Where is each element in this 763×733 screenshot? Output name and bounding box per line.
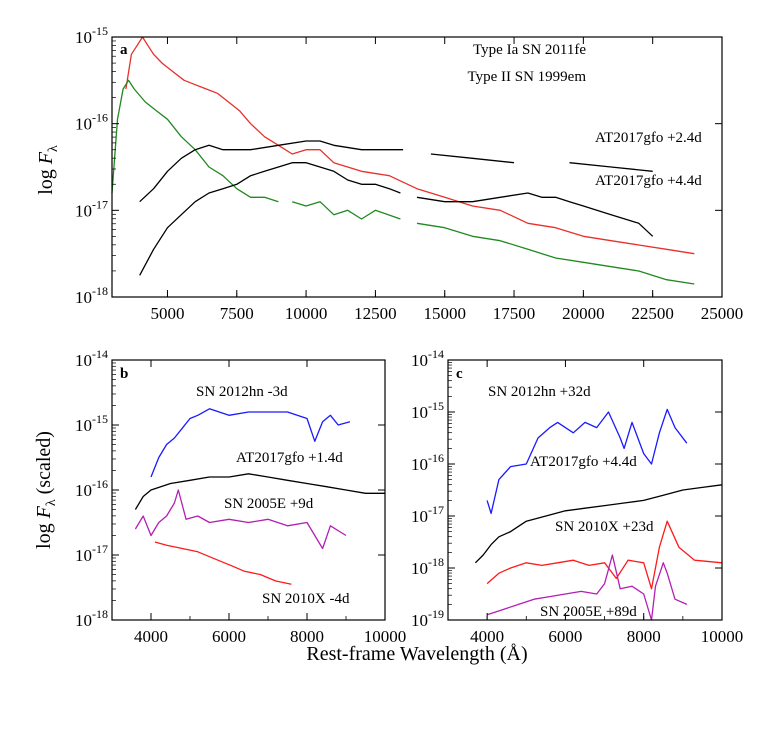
panel-a-series-2 bbox=[139, 140, 653, 203]
panel-c-ytick-label: 10-16 bbox=[411, 451, 444, 474]
panel-a-series-1 bbox=[111, 79, 695, 285]
panel-b-series bbox=[134, 408, 385, 585]
panel-a-xtick-label: 17500 bbox=[493, 304, 536, 323]
panel-b-ticks: 4000 6000 8000 10000 10-14 10-15 10-16 10-17 10-… bbox=[75, 347, 406, 646]
shared-xlabel: Rest-frame Wavelength (Å) bbox=[306, 643, 527, 665]
panel-b-ytick-label: 10-18 bbox=[75, 607, 108, 630]
panel-c-ytick-label: 10-17 bbox=[411, 503, 444, 526]
panel-b-series-1 bbox=[134, 473, 385, 510]
annot-at2017gfo-1-4d: AT2017gfo +1.4d bbox=[236, 450, 343, 466]
annot-sn2012hn-m3d: SN 2012hn -3d bbox=[196, 384, 288, 400]
panel-c-ytick-label: 10-19 bbox=[411, 607, 444, 630]
panel-a-ytick-label: 10-16 bbox=[75, 111, 108, 134]
panel-a-ytick-label: 10-17 bbox=[75, 197, 108, 220]
panel-c-ytick-label: 10-14 bbox=[411, 347, 444, 370]
panel-c-series bbox=[474, 408, 723, 621]
annot-sn2010x-23d: SN 2010X +23d bbox=[555, 519, 654, 535]
panel-c-series-1 bbox=[474, 484, 723, 564]
panel-c-ytick-label: 10-15 bbox=[411, 399, 444, 422]
panel-a-xtick-label: 10000 bbox=[285, 304, 328, 323]
panel-b-ytick-label: 10-17 bbox=[75, 542, 108, 565]
annot-at2017gfo-4-4d-c: AT2017gfo +4.4d bbox=[530, 454, 637, 470]
annot-at2017gfo-4-4d: AT2017gfo +4.4d bbox=[595, 173, 702, 189]
panel-c-series-3 bbox=[486, 554, 688, 621]
panel-b-series-0 bbox=[150, 408, 351, 478]
panel-c-ytick-label: 10-18 bbox=[411, 555, 444, 578]
panel-b-ytick-label: 10-15 bbox=[75, 412, 108, 435]
panel-c-label: c bbox=[456, 366, 463, 382]
panel-c-ticks: 4000 6000 8000 10000 10-14 10-15 10-16 10-17 10-… bbox=[411, 347, 743, 646]
panel-c-xtick-label: 10000 bbox=[701, 627, 744, 646]
panel-c-xtick-label: 4000 bbox=[470, 627, 504, 646]
panel-b-ylabel: log Fλ (scaled) bbox=[33, 431, 59, 549]
panel-b-series-2 bbox=[134, 489, 347, 550]
panel-a-xtick-label: 12500 bbox=[354, 304, 397, 323]
panel-a-xtick-label: 25000 bbox=[701, 304, 744, 323]
legend-sn1999em: Type II SN 1999em bbox=[467, 69, 586, 85]
panel-b-ytick-label: 10-16 bbox=[75, 477, 108, 500]
panel-a: 5000 7500 10000 12500 15000 17500 20000 22500 25… bbox=[35, 24, 743, 323]
panel-b-xtick-label: 4000 bbox=[134, 627, 168, 646]
panel-a-xtick-label: 20000 bbox=[562, 304, 605, 323]
annot-sn2005e-9d: SN 2005E +9d bbox=[224, 496, 314, 512]
panel-a-frame bbox=[111, 36, 723, 298]
panel-c-frame bbox=[447, 359, 723, 621]
panel-a-series-3 bbox=[139, 162, 654, 276]
panel-b-label: b bbox=[120, 366, 128, 382]
panel-b-xtick-label: 10000 bbox=[364, 627, 407, 646]
panel-b-series-3 bbox=[154, 541, 292, 585]
annot-sn2005e-89d: SN 2005E +89d bbox=[540, 604, 637, 620]
panel-b-ytick-label: 10-14 bbox=[75, 347, 108, 370]
panel-a-series-0 bbox=[125, 36, 695, 255]
panel-c-series-2 bbox=[486, 520, 723, 590]
annot-sn2010x-m4d: SN 2010X -4d bbox=[262, 591, 350, 607]
panel-c-xtick-label: 8000 bbox=[627, 627, 661, 646]
annot-sn2012hn-32d: SN 2012hn +32d bbox=[488, 384, 591, 400]
panel-c: 4000 6000 8000 10000 10-14 10-15 10-16 10-17 10-… bbox=[411, 347, 743, 646]
panel-a-series bbox=[111, 36, 695, 285]
panel-a-ticks: 5000 7500 10000 12500 15000 17500 20000 22500 25… bbox=[75, 24, 743, 323]
panel-b-xtick-label: 8000 bbox=[290, 627, 324, 646]
panel-c-series-0 bbox=[486, 408, 688, 515]
panel-c-xtick-label: 6000 bbox=[548, 627, 582, 646]
panel-a-ytick-label: 10-15 bbox=[75, 24, 108, 47]
panel-a-xtick-label: 5000 bbox=[150, 304, 184, 323]
panel-a-xtick-label: 15000 bbox=[423, 304, 466, 323]
panel-b: 4000 6000 8000 10000 10-14 10-15 10-16 10-17 10-… bbox=[33, 347, 406, 646]
panel-b-xtick-label: 6000 bbox=[212, 627, 246, 646]
panel-a-xtick-label: 22500 bbox=[631, 304, 674, 323]
annot-at2017gfo-2-4d: AT2017gfo +2.4d bbox=[595, 130, 702, 146]
legend-sn2011fe: Type Ia SN 2011fe bbox=[473, 42, 586, 58]
panel-a-ylabel: log Fλ bbox=[35, 145, 61, 195]
panel-a-label: a bbox=[120, 42, 128, 58]
panel-a-ytick-label: 10-18 bbox=[75, 284, 108, 307]
panel-a-xtick-label: 7500 bbox=[220, 304, 254, 323]
